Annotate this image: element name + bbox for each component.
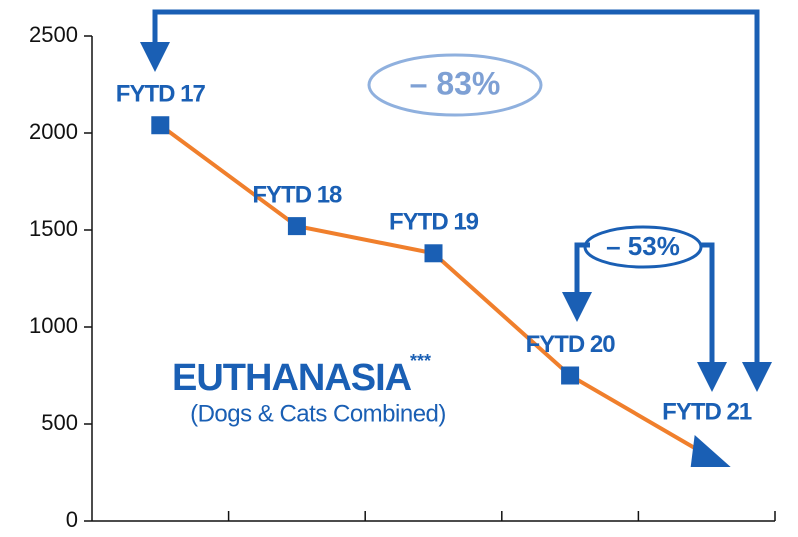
y-tick-label: 2000	[29, 119, 78, 144]
point-marker	[287, 217, 306, 236]
point-label: FYTD 21	[662, 398, 752, 425]
y-tick-label: 1500	[29, 216, 78, 241]
annotation: – 83%	[410, 65, 501, 101]
point-marker	[424, 244, 443, 263]
arrow-heads	[140, 42, 772, 392]
annotation: ***	[410, 351, 431, 371]
y-tick-label: 0	[66, 507, 78, 532]
y-tick-label: 2500	[29, 22, 78, 47]
point-marker	[561, 366, 580, 385]
callout-ellipse	[583, 225, 703, 269]
y-tick-label: 1000	[29, 313, 78, 338]
point-marker	[151, 116, 170, 135]
point-label: FYTD 18	[252, 181, 342, 208]
point-label: FYTD 19	[389, 209, 479, 236]
callout-ellipse	[367, 53, 543, 117]
annotation: (Dogs & Cats Combined)	[190, 400, 446, 427]
annotation: – 53%	[606, 231, 680, 261]
y-tick-label: 500	[41, 410, 78, 435]
point-label: FYTD 17	[116, 81, 206, 108]
point-label: FYTD 20	[526, 331, 616, 358]
annotation: EUTHANASIA	[172, 357, 412, 399]
end-marker	[690, 435, 731, 468]
